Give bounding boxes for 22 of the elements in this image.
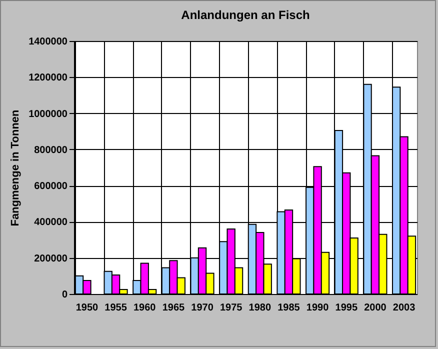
- y-tick-label: 0: [62, 290, 68, 300]
- y-tick-label: 800000: [34, 144, 68, 156]
- x-tick-label: 2003: [392, 302, 416, 314]
- y-tick-label: 400000: [34, 217, 68, 228]
- x-tick-label: 1975: [220, 302, 243, 314]
- y-tick-label: 1200000: [28, 72, 68, 84]
- x-tick-label: 1965: [162, 302, 185, 314]
- x-tick-label: 2000: [364, 302, 387, 314]
- x-tick-label: 1950: [76, 302, 99, 314]
- y-tick-label: 200000: [34, 253, 68, 264]
- x-tick-label: 1980: [248, 302, 272, 314]
- x-tick-label: 1985: [278, 302, 300, 314]
- y-tick-label: 1000000: [28, 108, 68, 120]
- y-axis-title: Fangmenge in Tonnen: [10, 109, 22, 226]
- x-tick-label: 1970: [191, 302, 214, 314]
- x-tick-label: 1995: [335, 302, 358, 314]
- x-tick-label: 1955: [104, 302, 128, 314]
- y-tick-label: 600000: [34, 181, 68, 192]
- chart-title: Anlandungen an Fisch: [181, 8, 310, 22]
- x-tick-label: 1990: [306, 302, 330, 314]
- y-tick-label: 1400000: [28, 36, 68, 48]
- x-tick-label: 1960: [133, 302, 156, 314]
